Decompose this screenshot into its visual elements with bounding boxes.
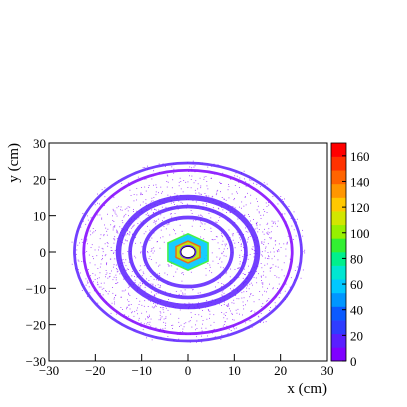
colorbar-swatch [331,183,346,198]
colorbar-swatch [331,238,346,253]
colorbar-frame [330,142,347,362]
y-axis: −30 −20 −10 0 10 20 30 [26,136,56,369]
y-tick-label: 0 [40,245,47,260]
colorbar-tick-label: 80 [350,251,363,266]
colorbar-swatch [331,292,346,307]
y-axis-title: y (cm) [6,143,22,183]
colorbar-swatch [331,265,346,280]
colorbar-tick-label: 0 [350,354,357,369]
colorbar-swatch [331,170,346,185]
x-tick-label: −30 [39,363,59,378]
colorbar-tick-label: 160 [350,149,370,164]
x-tick-label: −20 [85,363,105,378]
colorbar-axis: 0 20 40 60 80 100 120 140 160 [342,149,370,369]
ring-structure-2 [115,194,261,310]
x-axis-title: x (cm) [287,381,327,397]
ring-structure-3 [128,204,248,300]
colorbar-swatch [331,197,346,212]
y-tick-label: −10 [26,281,46,296]
colorbar-tick-label: 120 [350,200,370,215]
y-tick-label: 30 [33,136,46,151]
x-tick-label: −10 [131,363,151,378]
colorbar-swatch [331,279,346,294]
colorbar-swatch [331,333,346,348]
y-tick-label: −20 [26,318,46,333]
hole-structure-7 [179,245,197,259]
x-tick-label: 10 [228,363,241,378]
colorbar-swatch [331,211,346,226]
ring-structure-1 [82,168,294,336]
x-tick-label: 30 [321,363,334,378]
y-tick-label: 20 [33,172,46,187]
colorbar-swatch [331,224,346,239]
plot-content [71,160,306,343]
ring-structure-0 [73,161,303,343]
colorbar-swatch [331,320,346,335]
colorbar-tick-label: 140 [350,174,370,189]
colorbar-swatch [331,252,346,266]
x-tick-label: 0 [185,363,192,378]
colorbar-swatch [331,143,346,157]
colorbar-tick-label: 20 [350,328,363,343]
ring-structure-4 [142,215,234,289]
colorbar-swatch [331,306,346,321]
x-tick-label: 20 [274,363,287,378]
colorbar-swatch [331,156,346,171]
colorbar-tick-label: 60 [350,277,363,292]
colorbar [330,142,347,362]
colorbar-tick-label: 100 [350,226,370,241]
colorbar-tick-label: 40 [350,303,363,318]
y-tick-label: −30 [26,354,46,369]
y-tick-label: 10 [33,209,46,224]
x-axis: −30 −20 −10 0 10 20 30 [39,354,334,378]
colorbar-swatch [331,347,346,362]
